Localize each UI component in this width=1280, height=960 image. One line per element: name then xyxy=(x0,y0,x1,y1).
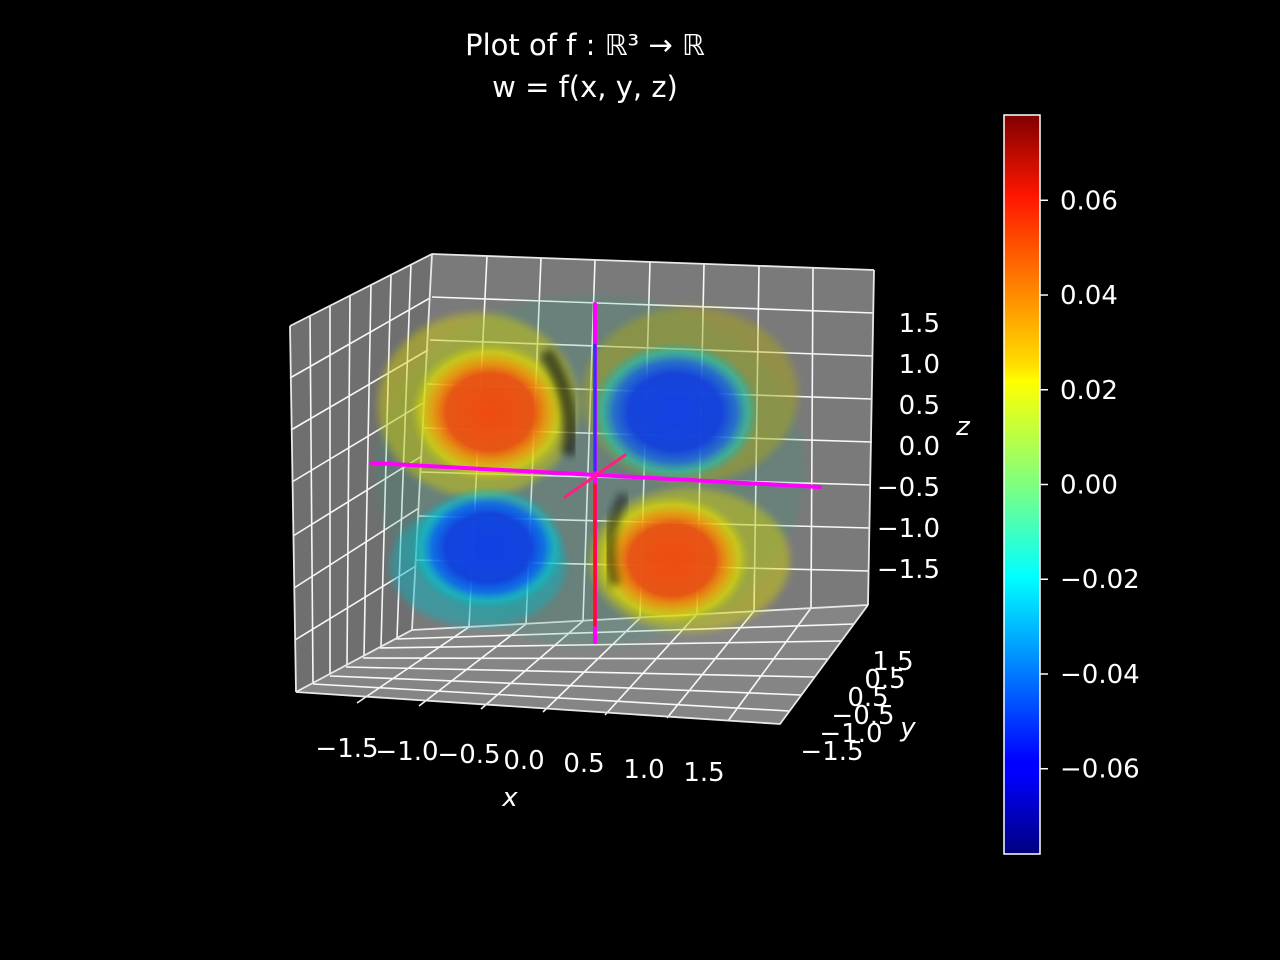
colorbar-tick-label: −0.06 xyxy=(1060,755,1140,785)
x-tick-label: 0.5 xyxy=(563,749,604,779)
z-tick-label: −1.5 xyxy=(877,555,940,585)
lobe-lower-left xyxy=(410,486,566,610)
colorbar-tick-label: 0.06 xyxy=(1060,186,1118,216)
z-tick-label: 1.0 xyxy=(899,350,940,380)
coordinate-axis-lines xyxy=(370,302,822,644)
x-tick-labels: −1.5−1.0−0.5 0.0 0.5 1.0 1.5 xyxy=(315,734,724,788)
y-tick-label: 0.5 xyxy=(847,683,888,713)
z-tick-labels: 1.5 1.0 0.5 0.0 −0.5 −1.0 −1.5 xyxy=(877,309,940,585)
lobe-upper-right xyxy=(590,342,760,482)
x-tick-label: 1.0 xyxy=(623,755,664,785)
y-tick-label: 0.5 xyxy=(864,665,905,695)
x-axis-label: x xyxy=(501,783,518,813)
chart-title: Plot of f : ℝ³ → ℝ w = f(x, y, z) xyxy=(285,24,885,108)
seam-lower xyxy=(603,491,631,587)
y-tick-label: −1.0 xyxy=(819,719,882,749)
colorbar xyxy=(1003,114,1041,855)
z-tick-label: 0.5 xyxy=(899,391,940,421)
colorbar-tick-label: 0.00 xyxy=(1060,471,1118,501)
seam-upper xyxy=(539,347,578,457)
z-axis-label: z xyxy=(955,412,971,442)
colorbar-tick-label: 0.04 xyxy=(1060,281,1118,311)
colorbar-tick-label: −0.04 xyxy=(1060,660,1140,690)
x-tick-label: −1.5 xyxy=(315,734,378,764)
y-axis-label: y xyxy=(899,713,916,743)
z-tick-label: −0.5 xyxy=(877,473,940,503)
y-axis-line xyxy=(563,453,627,499)
y-tick-label: −0.5 xyxy=(831,701,894,731)
x-tick-label: 0.0 xyxy=(503,746,544,776)
z-tick-label: −1.0 xyxy=(877,514,940,544)
colorbar-tick-label: −0.02 xyxy=(1060,565,1140,595)
chart-title-line-1: Plot of f : ℝ³ → ℝ xyxy=(465,28,705,62)
floor-pane xyxy=(296,605,868,724)
z-tick-label: 1.5 xyxy=(899,309,940,339)
colorbar-ticks: 0.06 0.04 0.02 0.00 −0.02 −0.04 −0.06 xyxy=(1040,186,1140,785)
volume-render xyxy=(375,295,805,645)
chart-title-line-2: w = f(x, y, z) xyxy=(492,70,678,104)
x-tick-label: −1.0 xyxy=(375,737,438,767)
lobe-upper-left xyxy=(410,342,570,482)
x-tick-label: −0.5 xyxy=(437,740,500,770)
x-tick-label: 1.5 xyxy=(683,758,724,788)
y-tick-labels: −1.5−1.0−0.50.50.51.5 xyxy=(800,647,913,767)
lobe-lower-right xyxy=(594,495,750,625)
z-tick-label: 0.0 xyxy=(899,432,940,462)
y-tick-label: −1.5 xyxy=(800,737,863,767)
y-tick-label: 1.5 xyxy=(872,647,913,677)
colorbar-tick-label: 0.02 xyxy=(1060,376,1118,406)
